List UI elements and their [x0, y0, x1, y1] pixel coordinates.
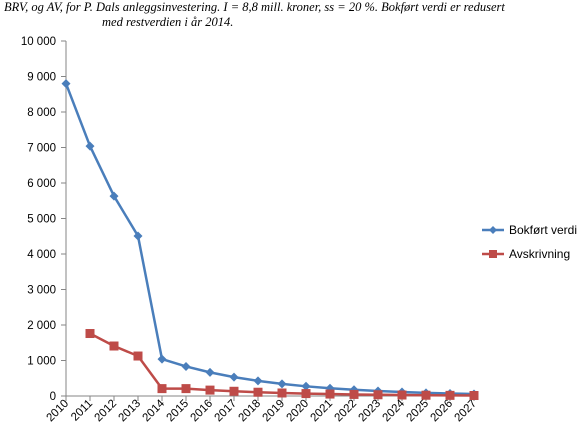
y-tick-label: 0 [50, 391, 56, 403]
y-tick-label: 7 000 [27, 143, 56, 155]
y-tick-label: 4 000 [27, 249, 56, 261]
data-point-square [349, 389, 359, 399]
x-tick-label: 2011 [69, 398, 95, 424]
data-point-diamond [301, 381, 311, 391]
y-tick-label: 10 000 [21, 36, 56, 48]
x-tick-label: 2025 [405, 398, 432, 425]
data-point-square [157, 384, 167, 394]
data-point-square [109, 341, 119, 351]
chart-title-line2: med restverdien i år 2014. [102, 15, 234, 29]
y-tick-label: 9 000 [27, 72, 56, 84]
data-point-diamond [109, 191, 119, 201]
data-point-diamond [85, 141, 95, 151]
y-tick-label: 5 000 [27, 214, 56, 226]
data-point-diamond [205, 367, 215, 377]
x-tick-label: 2012 [93, 398, 120, 425]
y-tick-label: 6 000 [27, 178, 56, 190]
x-tick-label: 2017 [213, 398, 240, 425]
x-tick-label: 2014 [141, 397, 168, 424]
legend-label: Bokført verdi [509, 223, 577, 237]
data-point-diamond [133, 231, 143, 241]
x-tick-label: 2018 [237, 398, 264, 425]
data-point-square [85, 329, 95, 339]
x-tick-label: 2021 [309, 398, 336, 425]
chart-title: BRV, og AV, for P. Dals anleggsinvesteri… [4, 0, 579, 30]
data-point-square [277, 388, 287, 398]
y-tick-label: 2 000 [27, 320, 56, 332]
data-point-square [445, 390, 455, 400]
x-tick-label: 2016 [189, 398, 216, 425]
data-point-square [325, 389, 335, 399]
data-point-square [421, 390, 431, 400]
x-tick-label: 2013 [117, 398, 144, 425]
x-tick-label: 2022 [333, 398, 360, 425]
data-point-square [301, 389, 311, 399]
x-tick-label: 2027 [453, 398, 480, 425]
y-tick-label: 8 000 [27, 107, 56, 119]
x-tick-label: 2010 [45, 398, 72, 425]
data-point-square [373, 390, 383, 400]
data-point-diamond [61, 79, 71, 89]
data-point-diamond [181, 361, 191, 371]
data-point-square [181, 384, 191, 394]
x-tick-label: 2019 [261, 398, 288, 425]
x-tick-label: 2024 [381, 397, 408, 424]
data-point-square [397, 390, 407, 400]
x-tick-label: 2015 [165, 398, 192, 425]
data-point-square [253, 387, 263, 397]
y-tick-label: 3 000 [27, 285, 56, 297]
data-point-diamond [277, 379, 287, 389]
x-tick-label: 2026 [429, 398, 456, 425]
series-line-1 [64, 83, 475, 396]
legend-marker-square [489, 250, 497, 258]
x-tick-label: 2020 [285, 398, 312, 425]
data-point-square [133, 351, 143, 361]
data-point-diamond [157, 354, 167, 364]
data-point-square [469, 391, 479, 401]
chart-title-line1: BRV, og AV, for P. Dals anleggsinvesteri… [4, 0, 505, 14]
data-point-diamond [253, 376, 263, 386]
legend-marker-diamond [489, 226, 497, 234]
data-point-square [229, 386, 239, 396]
data-point-diamond [229, 372, 239, 382]
y-tick-label: 1 000 [27, 356, 56, 368]
data-point-square [205, 385, 215, 395]
x-tick-label: 2023 [357, 398, 384, 425]
legend-label: Avskrivning [509, 247, 570, 261]
